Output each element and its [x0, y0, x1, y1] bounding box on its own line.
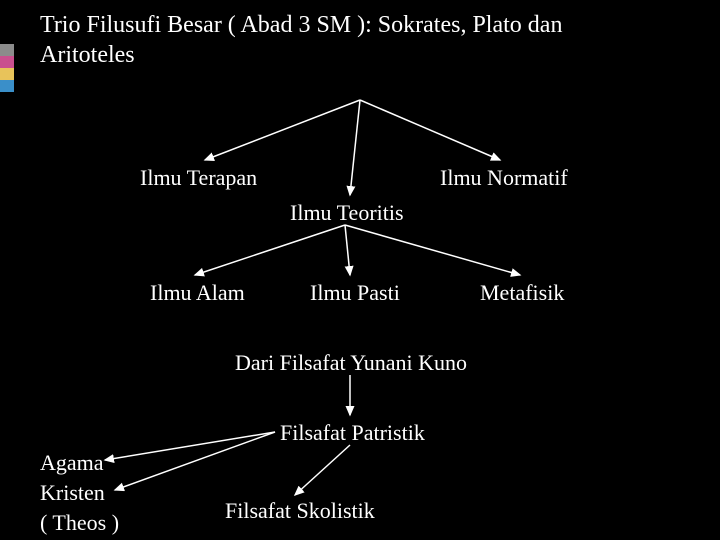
diagram-arrows: [0, 0, 720, 540]
